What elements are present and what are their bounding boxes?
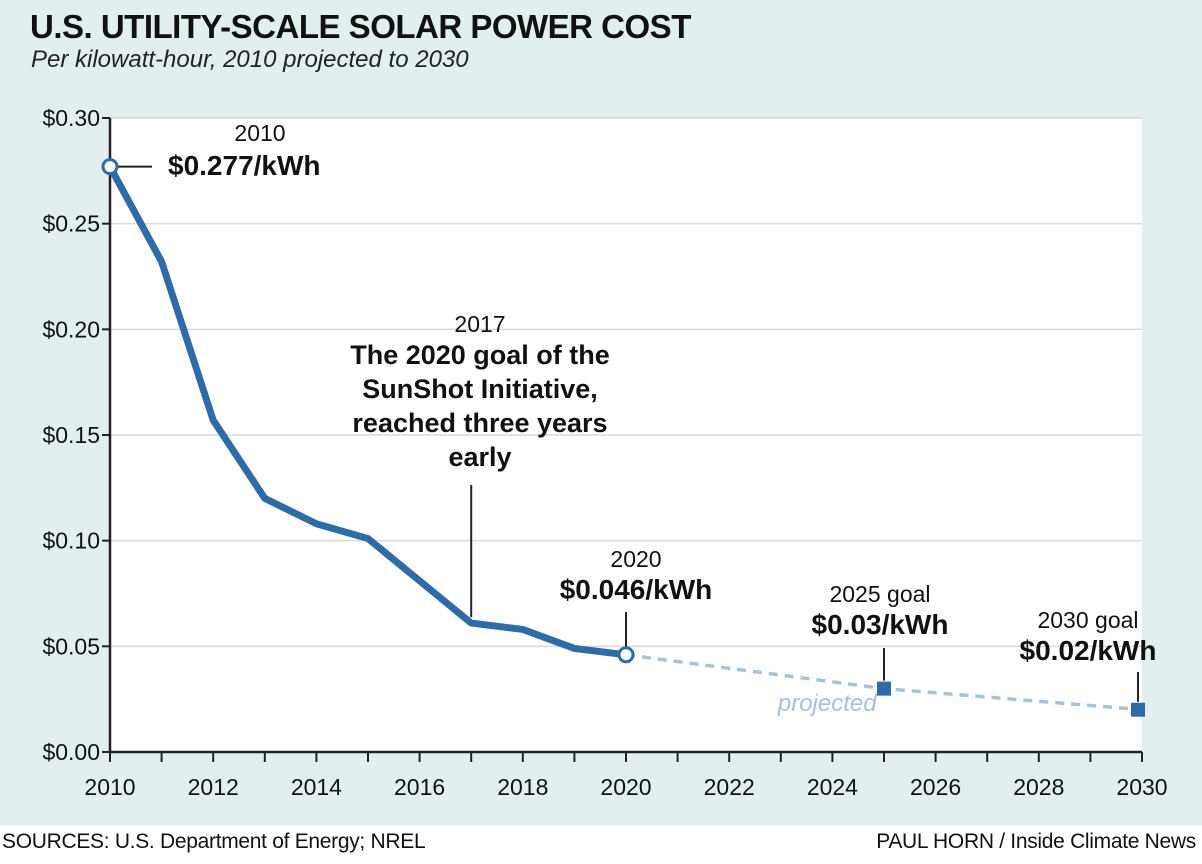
x-tick-label: 2012 (188, 774, 239, 800)
goal-2030-marker (1131, 702, 1145, 717)
y-tick-label: $0.10 (42, 528, 100, 554)
y-tick-label: $0.25 (42, 211, 100, 237)
annotation-2010-value: $0.277/kWh (168, 150, 321, 181)
annotations: projected 2010 $0.277/kWh 2017 The 2020 goal… (168, 120, 1156, 717)
y-tick-label: $0.30 (42, 105, 100, 131)
annotation-2030-year: 2030 goal (1037, 607, 1138, 633)
line-chart: $0.00 $0.05 $0.10 $0.15 $0.20 $0.25 $0.30 2010… (42, 105, 1168, 800)
annotation-2017-note-line: early (448, 442, 511, 472)
x-axis-ticks: 2010 2012 2014 2016 2018 2020 2022 2024 2026 2028… (84, 752, 1168, 800)
x-tick-label: 2014 (291, 774, 342, 800)
x-tick-label: 2018 (497, 774, 548, 800)
y-axis-ticks: $0.00 $0.05 $0.10 $0.15 $0.20 $0.25 $0.30 (42, 105, 110, 765)
x-tick-label: 2024 (807, 774, 858, 800)
goal-2025-marker (877, 681, 891, 696)
chart-title: U.S. UTILITY-SCALE SOLAR POWER COST (30, 8, 691, 45)
annotation-leaders (118, 165, 1139, 702)
end-actual-marker (617, 646, 635, 664)
x-tick-label: 2016 (394, 774, 445, 800)
annotation-2010-year: 2010 (234, 120, 285, 146)
projected-label: projected (777, 690, 877, 717)
x-tick-label: 2026 (910, 774, 961, 800)
annotation-2017-note-line: reached three years (352, 408, 607, 438)
credit-note: PAUL HORN / Inside Climate News (876, 830, 1196, 853)
annotation-2017-note-line: The 2020 goal of the (350, 340, 610, 370)
x-tick-label: 2030 (1116, 774, 1167, 800)
chart-subtitle: Per kilowatt-hour, 2010 projected to 203… (31, 46, 469, 73)
x-tick-label: 2022 (704, 774, 755, 800)
annotation-2025-year: 2025 goal (829, 581, 930, 607)
start-point-marker (101, 158, 119, 176)
y-tick-label: $0.05 (42, 633, 100, 659)
annotation-2020-value: $0.046/kWh (560, 574, 713, 605)
x-tick-label: 2028 (1013, 774, 1064, 800)
y-tick-label: $0.20 (42, 316, 100, 342)
annotation-2025-value: $0.03/kWh (812, 609, 949, 640)
annotation-2030-value: $0.02/kWh (1020, 635, 1157, 666)
x-tick-label: 2010 (84, 774, 135, 800)
y-tick-label: $0.00 (42, 739, 100, 765)
sources-note: SOURCES: U.S. Department of Energy; NREL (2, 830, 426, 853)
annotation-2020-year: 2020 (610, 546, 661, 572)
actual-cost-line (106, 163, 630, 659)
y-tick-label: $0.15 (42, 422, 100, 448)
data-markers (101, 158, 1145, 717)
annotation-2017-year: 2017 (454, 311, 505, 337)
annotation-2017-note-line: SunShot Initiative, (362, 374, 598, 404)
x-tick-label: 2020 (600, 774, 651, 800)
